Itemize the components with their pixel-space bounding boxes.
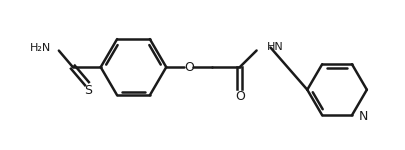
Text: H₂N: H₂N (30, 43, 51, 53)
Text: HN: HN (266, 42, 283, 52)
Text: O: O (235, 90, 245, 103)
Text: N: N (359, 110, 368, 123)
Text: S: S (84, 84, 92, 97)
Text: O: O (184, 61, 194, 74)
